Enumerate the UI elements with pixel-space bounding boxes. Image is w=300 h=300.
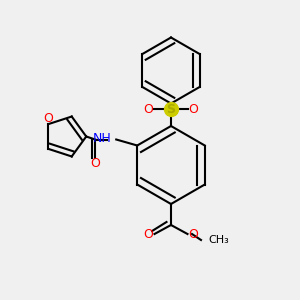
Text: S: S [167, 103, 176, 116]
Text: O: O [90, 157, 100, 170]
Text: O: O [144, 227, 153, 241]
Text: O: O [189, 227, 198, 241]
Text: NH: NH [93, 131, 112, 145]
Text: CH₃: CH₃ [208, 235, 229, 245]
Text: O: O [43, 112, 53, 125]
Text: O: O [189, 103, 198, 116]
Text: O: O [144, 103, 153, 116]
